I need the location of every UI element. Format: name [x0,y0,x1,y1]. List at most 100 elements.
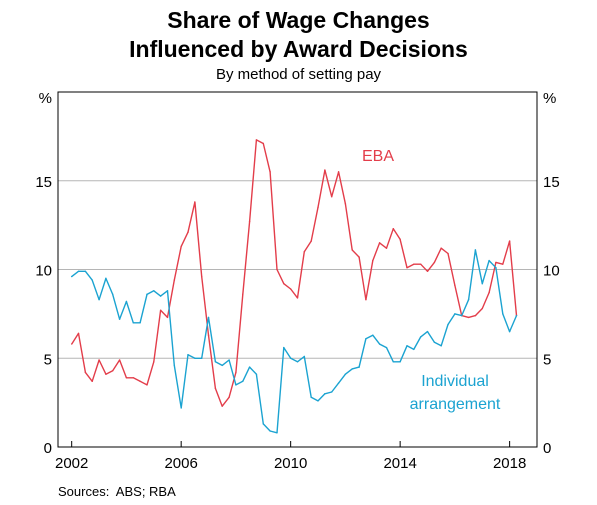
data-point [173,364,176,367]
data-point [248,366,251,368]
data-point [399,238,401,241]
data-point [112,293,114,296]
data-point [77,270,80,272]
data-point [289,288,292,290]
data-point [447,323,449,326]
data-point [317,400,319,402]
data-point [207,316,210,319]
data-point [228,359,230,361]
data-point [406,345,408,347]
data-point [98,298,100,301]
data-point [221,405,223,407]
plot-frame [57,91,538,448]
data-point [337,171,340,173]
data-point [283,283,285,285]
data-point [310,396,312,398]
data-point [413,348,415,351]
series-line [71,249,518,434]
data-point [187,354,189,356]
data-point [419,336,422,338]
data-point [201,357,203,359]
series-line [71,139,518,407]
data-point [214,361,217,363]
data-point [467,316,470,319]
data-point [146,384,148,386]
data-point [337,382,340,384]
data-point [481,307,483,310]
data-point [289,357,292,359]
data-point [344,203,347,205]
data-point [132,322,134,324]
data-point [372,334,374,336]
data-point [242,380,244,383]
data-point [269,171,271,173]
data-point [331,391,333,393]
data-point [481,283,483,285]
data-point [139,322,141,324]
data-point [207,334,210,336]
data-point [228,396,230,398]
data-point [98,359,100,361]
chart-title-line-2: Influenced by Award Decisions [129,36,468,62]
data-point [378,343,381,345]
data-point [495,261,497,264]
data-point [351,368,353,370]
data-point [344,373,347,375]
data-point [426,270,429,272]
data-point [296,361,299,363]
data-point [187,231,189,233]
x-tick-label: 2002 [55,455,88,472]
data-point [235,384,237,386]
data-point [159,295,162,297]
y-tick-label-right: 10 [543,263,560,280]
data-point [159,309,162,312]
data-point [378,242,381,244]
y-tick-label-right: 15 [543,174,560,191]
data-point [248,220,251,223]
data-point [283,346,285,349]
data-point [235,371,237,374]
data-point [467,298,470,301]
data-point [474,314,477,317]
data-point [426,330,429,333]
data-point [296,297,299,299]
data-point [255,139,258,141]
x-tick-label: 2018 [493,455,526,472]
data-point [166,316,169,319]
data-point [262,142,264,145]
data-point [84,270,87,272]
data-point [303,251,306,253]
data-point [276,432,278,434]
data-point [392,227,394,230]
data-point [488,259,490,262]
data-point [365,338,367,340]
chart-title-line-1: Share of Wage Changes [167,7,430,33]
data-point [331,196,333,198]
data-point [269,430,271,432]
data-point [105,373,107,375]
data-point [324,169,326,171]
data-point [372,259,374,262]
data-point [406,267,408,269]
data-point [454,313,456,315]
y-tick-label-left: 5 [44,351,52,368]
data-point [419,263,422,265]
data-point [194,357,196,359]
data-point [125,300,128,303]
data-point [461,314,463,317]
data-point [132,377,134,379]
data-point [214,387,217,390]
data-point [515,314,518,317]
data-point [112,369,114,372]
data-point [91,380,93,383]
data-point [440,247,442,249]
y-tick-label-left: 10 [35,263,52,280]
y-tick-label-left: 0 [44,440,52,457]
data-point [358,256,360,258]
x-tick-label: 2006 [164,455,197,472]
data-point [440,345,442,347]
data-point [139,380,141,383]
series-label-arrangement: arrangement [410,396,501,413]
data-point [324,393,326,395]
